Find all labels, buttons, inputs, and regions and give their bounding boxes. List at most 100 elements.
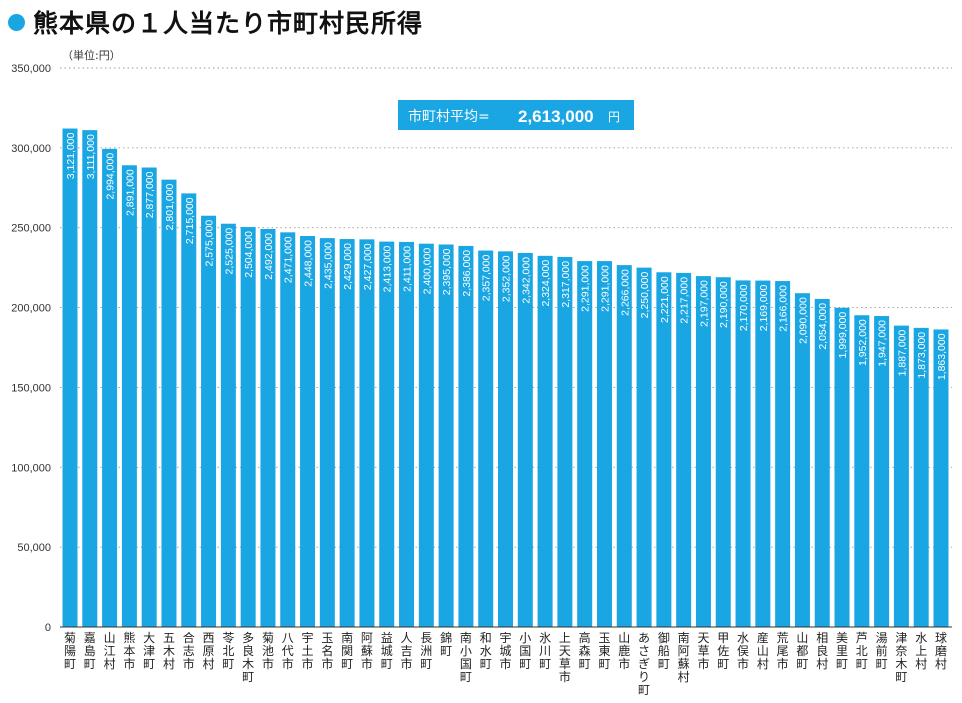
x-category-label: 嘉島町: [84, 631, 96, 671]
x-category-label: 人吉市: [401, 631, 413, 671]
bar: [715, 277, 731, 627]
bar: [62, 128, 78, 627]
bar-value-label: 2,413,000: [382, 245, 394, 292]
x-category-label: 球磨村: [935, 631, 947, 671]
y-axis-unit-label: （単位:円）: [62, 48, 121, 62]
bar: [260, 228, 276, 627]
bar: [676, 272, 692, 627]
bar-value-label: 2,492,000: [263, 233, 275, 280]
bar-value-label: 2,400,000: [421, 248, 433, 295]
bar: [854, 315, 870, 627]
x-category-label: 南関町: [341, 630, 353, 671]
average-value: 2,613,000: [518, 107, 594, 126]
x-category-label: 芦北町: [856, 631, 868, 671]
x-category-label: 八代市: [282, 631, 294, 671]
bar-value-label: 2,054,000: [817, 303, 829, 350]
chart-title: 熊本県の１人当たり市町村民所得: [33, 9, 424, 38]
x-category-label: 菊陽町: [64, 631, 76, 671]
bar: [399, 241, 415, 627]
y-tick-label: 250,000: [11, 223, 51, 235]
average-unit: 円: [608, 110, 620, 124]
bar-value-label: 2,715,000: [184, 197, 196, 244]
bar: [794, 293, 810, 627]
x-category-label: 氷川町: [539, 631, 551, 671]
bar-value-label: 2,386,000: [461, 250, 473, 297]
bar-value-label: 1,887,000: [896, 329, 908, 376]
bar: [359, 239, 375, 628]
bar-value-label: 2,169,000: [758, 284, 770, 331]
bar-value-label: 2,411,000: [402, 246, 414, 292]
x-category-label: 大津町: [143, 631, 155, 671]
bar-value-label: 2,317,000: [560, 261, 572, 308]
bar: [517, 252, 533, 627]
bar-value-label: 2,190,000: [718, 281, 730, 328]
bar-value-label: 1,947,000: [877, 320, 889, 367]
bar-value-label: 2,166,000: [778, 285, 790, 332]
bar-value-label: 2,221,000: [659, 276, 671, 323]
x-category-label: 山江村: [104, 631, 116, 671]
x-category-label: 水上村: [915, 631, 927, 671]
bar: [379, 241, 395, 627]
bar: [240, 227, 256, 627]
x-category-label: 荒尾市: [777, 631, 789, 671]
bar: [834, 307, 850, 627]
bar-value-label: 2,250,000: [639, 271, 651, 318]
x-category-label: 美里町: [836, 631, 848, 671]
bar-value-label: 1,863,000: [936, 333, 948, 380]
bar: [596, 261, 612, 627]
bar: [616, 265, 632, 627]
bar-value-label: 2,324,000: [540, 260, 552, 307]
x-category-label: 産山村: [757, 630, 769, 671]
x-category-label: 山都町: [796, 631, 808, 671]
bar: [478, 250, 494, 628]
bar: [557, 256, 573, 627]
bar: [755, 280, 771, 627]
bar: [201, 215, 217, 627]
bar-value-label: 3,121,000: [65, 132, 77, 179]
bar: [418, 243, 434, 627]
bar-value-label: 2,994,000: [105, 153, 117, 200]
bar: [656, 272, 672, 627]
x-category-label: 湯前町: [876, 631, 888, 671]
x-category-label: 相良村: [816, 631, 828, 671]
x-category-label: 小国町: [519, 631, 531, 671]
average-label: 市町村平均=: [408, 108, 490, 125]
x-category-label: 益城町: [381, 631, 393, 671]
bar-value-label: 2,435,000: [322, 242, 334, 289]
bar-value-label: 2,504,000: [243, 231, 255, 278]
x-category-label: 高森町: [579, 630, 591, 671]
bars: 3,121,000 3,111,000 2,994,000 2,891,000 2,87…: [62, 128, 949, 628]
average-callout-box: [398, 100, 634, 130]
bar-value-label: 2,217,000: [679, 277, 691, 324]
bar: [181, 193, 197, 627]
x-category-label: 玉東町: [598, 631, 610, 671]
bar-value-label: 2,342,000: [520, 257, 532, 304]
bar: [220, 223, 236, 627]
bar-value-label: 2,801,000: [164, 183, 176, 230]
bar-value-label: 2,448,000: [303, 240, 315, 287]
bar: [438, 244, 454, 627]
x-category-label: 山鹿市: [618, 631, 630, 671]
x-category-label: 和水町: [480, 631, 492, 671]
x-category-label: 五木村: [163, 631, 175, 671]
x-category-label: 南小国町: [460, 630, 472, 684]
bar-value-label: 2,877,000: [144, 171, 156, 218]
bar: [874, 316, 890, 627]
bar: [893, 325, 909, 627]
bar-value-label: 2,427,000: [362, 243, 374, 290]
bar-value-label: 2,429,000: [342, 243, 354, 290]
bar-value-label: 3,111,000: [85, 134, 97, 179]
y-axis-ticks: 0 50,000 100,000 150,000 200,000 250,000 300,0…: [11, 63, 51, 634]
bar: [695, 276, 711, 627]
bar: [82, 130, 98, 628]
y-tick-label: 200,000: [11, 303, 51, 315]
x-category-label: 菊池市: [262, 631, 274, 671]
bar: [537, 255, 553, 627]
x-category-label: 阿蘇市: [361, 631, 373, 671]
y-tick-label: 50,000: [17, 542, 51, 554]
x-category-label: 西原村: [203, 631, 215, 671]
bar: [636, 267, 652, 627]
x-category-label: 長洲町: [420, 631, 432, 671]
bar: [498, 251, 513, 628]
bar: [577, 261, 593, 627]
